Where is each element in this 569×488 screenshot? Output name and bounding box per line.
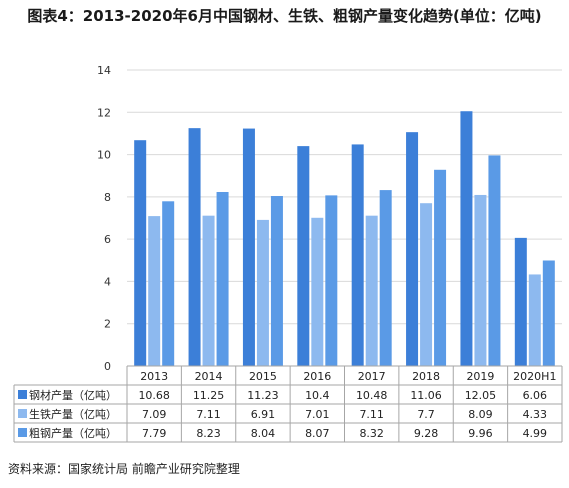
bar-2 [365,215,378,366]
data-label: 7.79 [142,427,167,440]
data-label: 7.09 [142,408,167,421]
data-label: 11.06 [410,389,442,402]
x-tick-label: 2019 [466,370,494,383]
x-tick-label: 2013 [140,370,168,383]
y-tick-label: 10 [97,149,111,162]
bar-3 [542,260,555,366]
bar-2 [474,194,487,366]
bar-3 [434,169,447,366]
bar-2 [420,203,433,366]
y-tick-label: 2 [104,318,111,331]
bar-1 [242,128,255,366]
data-label: 4.99 [523,427,548,440]
y-tick-label: 0 [104,360,111,373]
bar-1 [351,144,364,366]
bar-1 [134,140,147,366]
bar-2 [528,274,541,366]
bar-2 [311,217,324,366]
y-tick-label: 6 [104,233,111,246]
x-tick-label: 2017 [358,370,386,383]
source-note: 资料来源：国家统计局 前瞻产业研究院整理 [8,462,240,476]
data-label: 7.11 [196,408,221,421]
chart-title: 图表4：2013-2020年6月中国钢材、生铁、粗钢产量变化趋势(单位：亿吨) [27,7,542,25]
data-label: 8.07 [305,427,330,440]
y-tick-label: 14 [97,64,111,77]
y-tick-label: 4 [104,275,111,288]
data-label: 10.4 [305,389,330,402]
x-tick-label: 2020H1 [513,370,556,383]
data-label: 8.32 [359,427,384,440]
bar-3 [270,196,283,366]
legend-swatch [18,390,27,399]
legend-entry: 钢材产量（亿吨） [29,388,117,402]
data-label: 6.91 [251,408,276,421]
bar-3 [162,201,175,366]
bar-2 [256,219,269,366]
x-tick-label: 2018 [412,370,440,383]
data-label: 8.04 [251,427,276,440]
bar-1 [514,237,527,366]
legend-swatch [18,428,27,437]
data-label: 7.11 [359,408,384,421]
bar-3 [379,190,392,366]
bar-1 [406,132,419,366]
bar-2 [148,216,161,366]
data-label: 11.25 [193,389,225,402]
data-label: 11.23 [247,389,279,402]
data-label: 7.01 [305,408,330,421]
bar-1 [460,111,473,366]
data-label: 10.68 [138,389,170,402]
data-label: 8.09 [468,408,493,421]
x-tick-label: 2014 [195,370,223,383]
bar-3 [488,155,501,366]
data-label: 10.48 [356,389,388,402]
legend-entry: 生铁产量（亿吨） [29,407,117,421]
x-tick-label: 2015 [249,370,277,383]
bar-3 [325,195,338,366]
x-tick-label: 2016 [303,370,331,383]
bar-2 [202,215,215,366]
bar-1 [297,146,310,366]
y-tick-label: 8 [104,191,111,204]
legend-entry: 粗钢产量（亿吨） [29,426,117,440]
bar-3 [216,191,229,366]
bar-1 [188,128,201,366]
data-label: 8.23 [196,427,221,440]
data-label: 4.33 [523,408,548,421]
legend-swatch [18,409,27,418]
data-label: 6.06 [523,389,548,402]
data-label: 12.05 [465,389,497,402]
data-label: 7.7 [417,408,435,421]
data-label: 9.96 [468,427,493,440]
y-tick-label: 12 [97,106,111,119]
data-label: 9.28 [414,427,439,440]
